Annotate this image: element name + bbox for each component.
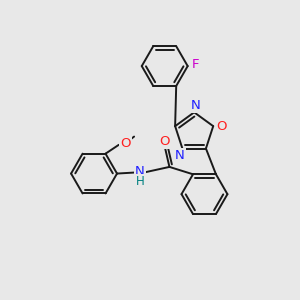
Text: O: O	[159, 135, 170, 148]
Text: O: O	[216, 120, 227, 133]
Text: N: N	[191, 99, 200, 112]
Text: H: H	[136, 175, 144, 188]
Text: O: O	[120, 137, 130, 150]
Text: N: N	[135, 165, 145, 178]
Text: F: F	[192, 58, 200, 71]
Text: N: N	[175, 149, 185, 162]
